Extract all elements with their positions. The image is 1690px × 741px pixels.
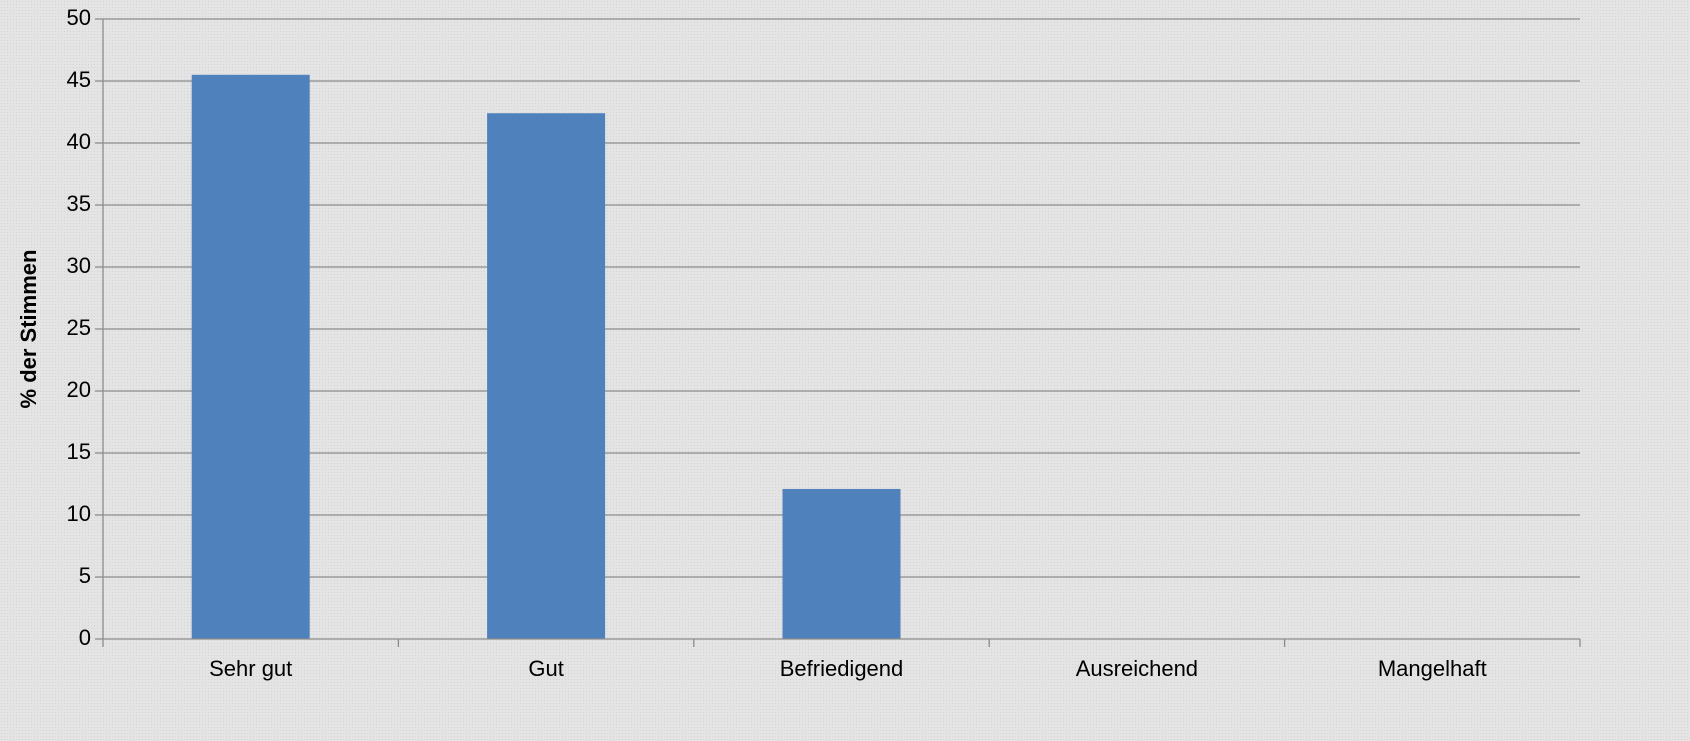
- x-tick-label: Sehr gut: [209, 656, 292, 681]
- y-tick-labels: 0 5 10 15 20 25 30 35 40 45 50: [67, 5, 91, 650]
- y-tick-label: 45: [67, 67, 91, 92]
- x-tick-label: Befriedigend: [780, 656, 904, 681]
- y-tick-label: 50: [67, 5, 91, 30]
- y-tick-label: 10: [67, 501, 91, 526]
- x-tick-labels: Sehr gut Gut Befriedigend Ausreichend Mangel…: [209, 656, 1487, 681]
- y-tick-label: 15: [67, 439, 91, 464]
- x-tick-label: Mangelhaft: [1378, 656, 1487, 681]
- y-tick-label: 20: [67, 377, 91, 402]
- bar-befriedigend: [782, 488, 901, 639]
- bar-sehr-gut: [191, 74, 310, 640]
- bar-gut: [487, 113, 606, 640]
- y-tick-label: 5: [79, 563, 91, 588]
- y-tick-label: 25: [67, 315, 91, 340]
- y-tick-label: 30: [67, 253, 91, 278]
- bars: [191, 74, 901, 640]
- y-axis-title: % der Stimmen: [16, 250, 41, 409]
- y-tick-label: 0: [79, 625, 91, 650]
- y-tick-label: 35: [67, 191, 91, 216]
- x-tick-label: Gut: [528, 656, 563, 681]
- axes: [95, 18, 1581, 647]
- y-tick-label: 40: [67, 129, 91, 154]
- gridlines: [103, 18, 1580, 578]
- x-tick-label: Ausreichend: [1076, 656, 1198, 681]
